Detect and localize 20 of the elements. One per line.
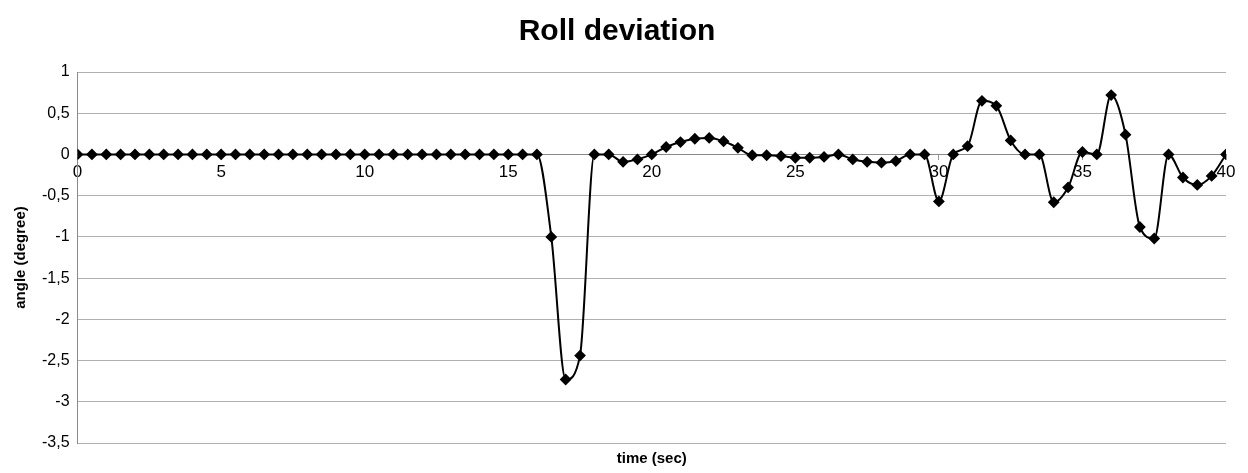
y-tick-label: -3	[55, 392, 70, 410]
x-tick-label: 15	[498, 162, 518, 182]
y-tick-label: -0,5	[41, 186, 70, 204]
x-tick-label: 25	[785, 162, 805, 182]
y-tick-label: -2,5	[41, 350, 70, 368]
y-axis-title: angle (degree)	[11, 206, 29, 309]
y-tick-label: -1,5	[41, 268, 70, 286]
y-tick-label: -1	[55, 227, 70, 245]
y-tick-label: -2	[55, 309, 70, 327]
y-tick-label: 1	[60, 62, 70, 80]
y-tick-label: -3,5	[41, 433, 70, 451]
x-tick-label: 5	[216, 162, 226, 182]
x-tick-label: 35	[1072, 162, 1092, 182]
x-tick-label: 10	[355, 162, 375, 182]
chart-title: Roll deviation	[518, 13, 716, 47]
x-tick-label: 40	[1216, 162, 1236, 182]
y-tick-label: 0	[60, 144, 70, 162]
x-tick-label: 20	[642, 162, 662, 182]
x-axis-title: time (sec)	[616, 448, 687, 466]
y-tick-label: 0,5	[47, 103, 70, 121]
